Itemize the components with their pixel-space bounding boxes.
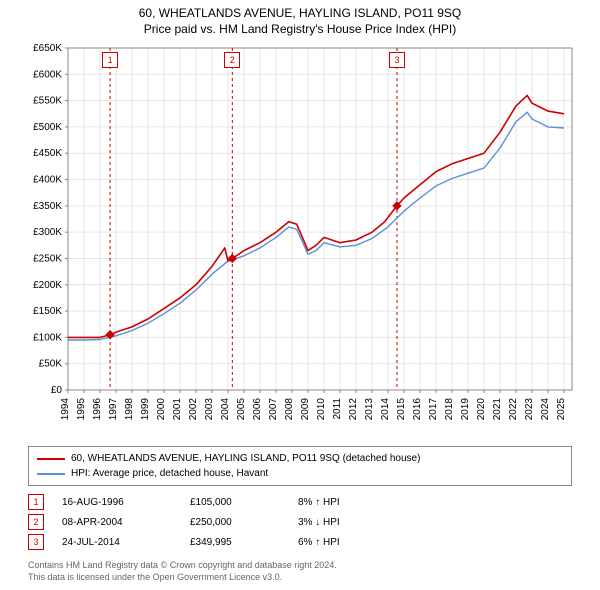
footer-line-2: This data is licensed under the Open Gov… [28, 572, 572, 584]
sale-change: 6% ↑ HPI [298, 537, 408, 548]
svg-text:£50K: £50K [39, 359, 63, 370]
svg-text:£650K: £650K [33, 43, 62, 54]
svg-text:2007: 2007 [268, 398, 279, 421]
sale-change: 3% ↓ HPI [298, 517, 408, 528]
svg-text:£350K: £350K [33, 201, 62, 212]
sale-marker-icon: 1 [28, 494, 44, 510]
legend-swatch-hpi [37, 473, 65, 475]
sale-price: £250,000 [190, 517, 280, 528]
svg-text:2015: 2015 [396, 398, 407, 421]
svg-text:2000: 2000 [156, 398, 167, 421]
footer-attribution: Contains HM Land Registry data © Crown c… [28, 560, 572, 583]
svg-text:2005: 2005 [236, 398, 247, 421]
svg-text:£300K: £300K [33, 227, 62, 238]
svg-text:£100K: £100K [33, 332, 62, 343]
svg-text:1995: 1995 [76, 398, 87, 421]
sale-date: 24-JUL-2014 [62, 537, 172, 548]
svg-text:2014: 2014 [380, 398, 391, 421]
sale-price: £349,995 [190, 537, 280, 548]
svg-text:2017: 2017 [428, 398, 439, 421]
sale-price: £105,000 [190, 497, 280, 508]
svg-text:2010: 2010 [316, 398, 327, 421]
sale-marker-icon: 1 [102, 52, 118, 68]
sale-marker-icon: 3 [28, 534, 44, 550]
sale-marker-icon: 3 [389, 52, 405, 68]
svg-text:£400K: £400K [33, 175, 62, 186]
chart-subtitle: Price paid vs. HM Land Registry's House … [0, 20, 600, 40]
svg-text:2013: 2013 [364, 398, 375, 421]
svg-text:£250K: £250K [33, 253, 62, 264]
svg-text:1997: 1997 [108, 398, 119, 421]
svg-text:£600K: £600K [33, 69, 62, 80]
table-row: 1 16-AUG-1996 £105,000 8% ↑ HPI [28, 492, 572, 512]
sale-date: 08-APR-2004 [62, 517, 172, 528]
svg-text:£150K: £150K [33, 306, 62, 317]
legend-item-property: 60, WHEATLANDS AVENUE, HAYLING ISLAND, P… [37, 451, 563, 466]
svg-text:1996: 1996 [92, 398, 103, 421]
chart-title: 60, WHEATLANDS AVENUE, HAYLING ISLAND, P… [0, 0, 600, 20]
svg-text:2018: 2018 [444, 398, 455, 421]
svg-text:£0: £0 [51, 385, 63, 396]
svg-text:£550K: £550K [33, 96, 62, 107]
sale-marker-icon: 2 [28, 514, 44, 530]
chart-area: £0 £50K £100K £150K £200K £250K £300K £350K £400… [20, 40, 580, 440]
sale-date: 16-AUG-1996 [62, 497, 172, 508]
footer-line-1: Contains HM Land Registry data © Crown c… [28, 560, 572, 572]
legend-item-hpi: HPI: Average price, detached house, Hava… [37, 466, 563, 481]
svg-text:£200K: £200K [33, 280, 62, 291]
svg-text:2024: 2024 [540, 398, 551, 421]
sale-marker-icon: 2 [224, 52, 240, 68]
svg-text:1994: 1994 [60, 398, 71, 421]
svg-text:1999: 1999 [140, 398, 151, 421]
svg-text:2011: 2011 [332, 398, 343, 420]
svg-text:2008: 2008 [284, 398, 295, 421]
svg-text:2009: 2009 [300, 398, 311, 421]
svg-text:2021: 2021 [492, 398, 503, 421]
svg-text:2020: 2020 [476, 398, 487, 421]
svg-text:2004: 2004 [220, 398, 231, 421]
svg-text:£500K: £500K [33, 122, 62, 133]
legend: 60, WHEATLANDS AVENUE, HAYLING ISLAND, P… [28, 446, 572, 486]
line-chart: £0 £50K £100K £150K £200K £250K £300K £350K £400… [20, 40, 580, 440]
table-row: 3 24-JUL-2014 £349,995 6% ↑ HPI [28, 532, 572, 552]
legend-swatch-property [37, 458, 65, 460]
svg-text:2023: 2023 [524, 398, 535, 421]
svg-text:2003: 2003 [204, 398, 215, 421]
svg-text:2025: 2025 [556, 398, 567, 421]
legend-label-property: 60, WHEATLANDS AVENUE, HAYLING ISLAND, P… [71, 451, 420, 466]
svg-text:2016: 2016 [412, 398, 423, 421]
sales-table: 1 16-AUG-1996 £105,000 8% ↑ HPI 2 08-APR… [28, 492, 572, 552]
svg-text:2002: 2002 [188, 398, 199, 421]
svg-text:£450K: £450K [33, 148, 62, 159]
legend-label-hpi: HPI: Average price, detached house, Hava… [71, 466, 268, 481]
table-row: 2 08-APR-2004 £250,000 3% ↓ HPI [28, 512, 572, 532]
svg-text:2006: 2006 [252, 398, 263, 421]
svg-text:1998: 1998 [124, 398, 135, 421]
svg-text:2001: 2001 [172, 398, 183, 421]
svg-text:2012: 2012 [348, 398, 359, 421]
svg-text:2019: 2019 [460, 398, 471, 421]
sale-change: 8% ↑ HPI [298, 497, 408, 508]
svg-text:2022: 2022 [508, 398, 519, 421]
